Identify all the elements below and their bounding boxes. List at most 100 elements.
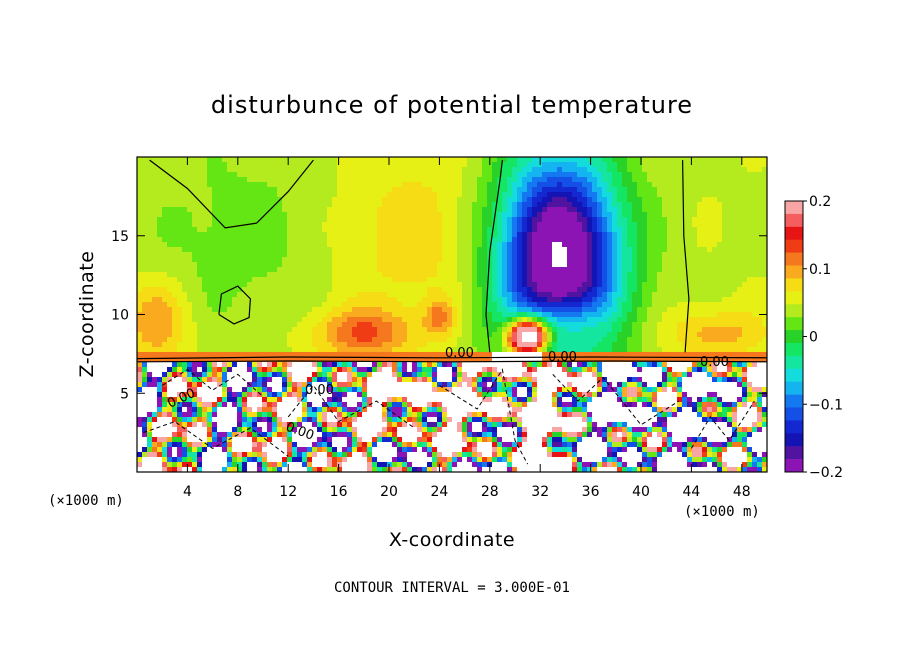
heatmap-cell: [372, 177, 378, 183]
heatmap-cell: [137, 317, 143, 323]
heatmap-cell: [637, 202, 643, 208]
heatmap-cell: [687, 342, 693, 348]
heatmap-cell: [492, 297, 498, 303]
heatmap-cell: [662, 232, 668, 238]
heatmap-cell: [292, 227, 298, 233]
heatmap-cell: [362, 192, 368, 198]
heatmap-cell: [762, 167, 767, 173]
heatmap-cell: [172, 282, 178, 288]
heatmap-cell: [302, 182, 308, 188]
heatmap-cell: [637, 322, 643, 328]
heatmap-cell: [547, 212, 553, 218]
heatmap-cell: [357, 327, 363, 333]
heatmap-cell: [427, 332, 433, 338]
heatmap-cell: [367, 192, 373, 198]
heatmap-cell: [297, 212, 303, 218]
heatmap-cell: [347, 177, 353, 183]
heatmap-cell: [357, 292, 363, 298]
heatmap-cell: [582, 307, 588, 313]
heatmap-cell: [207, 272, 213, 278]
heatmap-cell: [262, 192, 268, 198]
heatmap-cell: [442, 312, 448, 318]
heatmap-cell: [602, 237, 608, 243]
heatmap-cell: [467, 182, 473, 188]
heatmap-cell: [432, 217, 438, 223]
heatmap-cell: [647, 257, 653, 263]
heatmap-cell: [177, 167, 183, 173]
heatmap-cell: [592, 342, 598, 348]
heatmap-cell: [337, 347, 343, 353]
heatmap-cell: [512, 272, 518, 278]
heatmap-cell: [522, 292, 528, 298]
heatmap-cell: [152, 307, 158, 313]
heatmap-cell: [417, 192, 423, 198]
heatmap-cell: [492, 277, 498, 283]
heatmap-cell: [352, 297, 358, 303]
heatmap-cell: [217, 192, 223, 198]
heatmap-cell: [507, 352, 513, 358]
heatmap-cell: [457, 182, 463, 188]
heatmap-cell: [447, 232, 453, 238]
heatmap-cell: [512, 342, 518, 348]
heatmap-cell: [387, 347, 393, 353]
heatmap-cell: [602, 177, 608, 183]
heatmap-cell: [442, 307, 448, 313]
heatmap-cell: [432, 227, 438, 233]
heatmap-cell: [647, 192, 653, 198]
heatmap-cell: [667, 342, 673, 348]
heatmap-cell: [527, 172, 533, 178]
heatmap-cell: [602, 187, 608, 193]
heatmap-cell: [562, 172, 568, 178]
heatmap-cell: [627, 282, 633, 288]
heatmap-cell: [282, 202, 288, 208]
heatmap-cell: [562, 342, 568, 348]
heatmap-cell: [567, 162, 573, 168]
heatmap-cell: [312, 172, 318, 178]
heatmap-cell: [397, 347, 403, 353]
heatmap-cell: [177, 277, 183, 283]
heatmap-cell: [262, 277, 268, 283]
heatmap-cell: [692, 317, 698, 323]
heatmap-cell: [282, 182, 288, 188]
heatmap-cell: [437, 177, 443, 183]
heatmap-cell: [547, 167, 553, 173]
heatmap-cell: [407, 177, 413, 183]
heatmap-cell: [752, 297, 758, 303]
heatmap-cell: [207, 287, 213, 293]
heatmap-cell: [212, 157, 218, 163]
heatmap-cell: [347, 232, 353, 238]
heatmap-cell: [617, 302, 623, 308]
heatmap-cell: [682, 182, 688, 188]
heatmap-cell: [202, 207, 208, 213]
heatmap-cell: [617, 182, 623, 188]
heatmap-cell: [722, 287, 728, 293]
heatmap-cell: [477, 197, 483, 203]
heatmap-cell: [642, 242, 648, 248]
heatmap-cell: [352, 232, 358, 238]
heatmap-cell: [302, 207, 308, 213]
heatmap-cell: [252, 172, 258, 178]
heatmap-cell: [192, 262, 198, 268]
heatmap-cell: [497, 322, 503, 328]
heatmap-cell: [217, 332, 223, 338]
heatmap-cell: [417, 267, 423, 273]
heatmap-cell: [332, 312, 338, 318]
heatmap-cell: [252, 252, 258, 258]
heatmap-cell: [372, 332, 378, 338]
heatmap-cell: [637, 227, 643, 233]
heatmap-cell: [517, 312, 523, 318]
heatmap-cell: [272, 262, 278, 268]
heatmap-cell: [192, 307, 198, 313]
heatmap-cell: [657, 287, 663, 293]
heatmap-cell: [312, 222, 318, 228]
heatmap-cell: [512, 187, 518, 193]
heatmap-cell: [412, 322, 418, 328]
heatmap-cell: [692, 262, 698, 268]
heatmap-cell: [407, 327, 413, 333]
heatmap-cell: [487, 172, 493, 178]
heatmap-cell: [297, 297, 303, 303]
heatmap-cell: [282, 277, 288, 283]
heatmap-cell: [622, 337, 628, 343]
heatmap-cell: [347, 277, 353, 283]
heatmap-cell: [517, 292, 523, 298]
